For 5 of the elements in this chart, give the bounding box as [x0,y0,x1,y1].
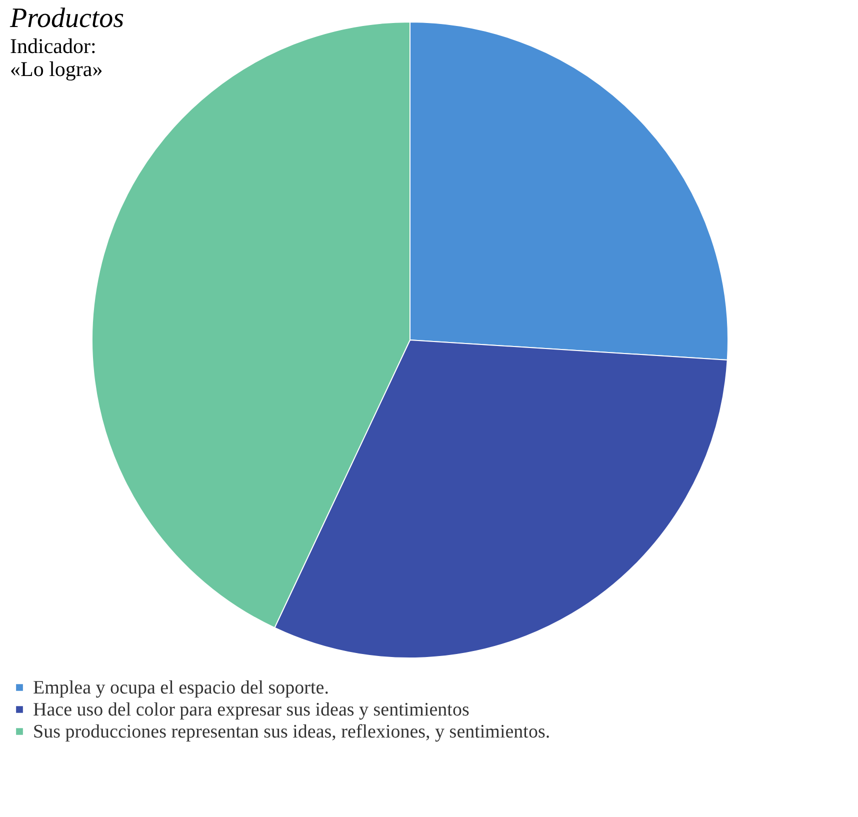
text: Indicador: «Lo logra» [10,34,103,81]
legend-label: Hace uso del color para expresar sus ideas y sentimientos [33,700,470,720]
legend-label: Emplea y ocupa el espacio del soporte. [33,678,329,698]
legend-label: Sus producciones representan sus ideas, reflexiones, y sentimientos. [33,722,550,742]
chart-title: Productos [9,3,124,34]
